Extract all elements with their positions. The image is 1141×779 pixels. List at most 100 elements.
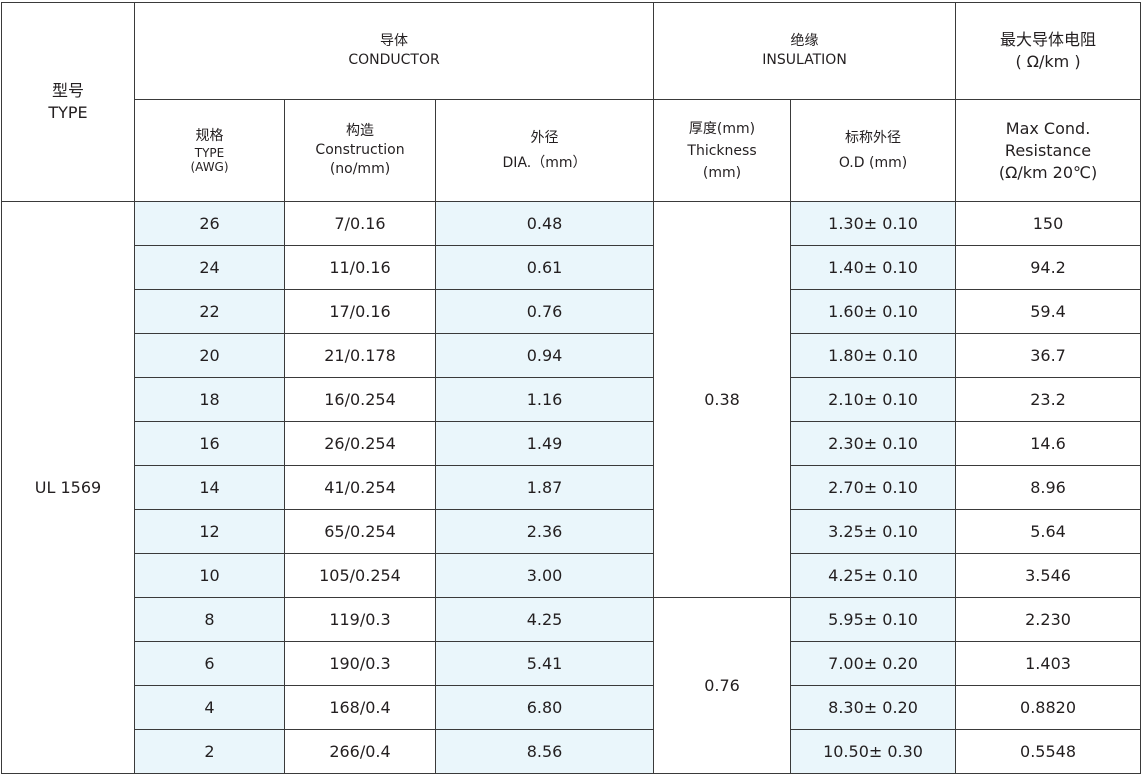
od-en: O.D (mm) <box>838 154 908 171</box>
header-type: 型号 TYPE <box>1 2 135 202</box>
od-cell: 3.25± 0.10 <box>790 509 957 554</box>
awg-cell: 26 <box>134 201 285 246</box>
od-cell: 1.40± 0.10 <box>790 245 957 290</box>
awg-cell: 10 <box>134 553 285 598</box>
resistance-cell: 150 <box>955 201 1141 246</box>
construction-cell: 119/0.3 <box>284 597 436 642</box>
construction-cell: 7/0.16 <box>284 201 436 246</box>
table-row: 18 16/0.254 1.16 2.10± 0.10 23.2 <box>2 377 1141 422</box>
od-cell: 4.25± 0.10 <box>790 553 957 598</box>
conductor-en: CONDUCTOR <box>348 52 440 68</box>
dia-cell: 1.16 <box>434 377 655 422</box>
construction-cell: 11/0.16 <box>284 245 436 290</box>
construction-cell: 65/0.254 <box>284 509 436 554</box>
thickness-unit: (mm) <box>702 164 742 181</box>
table-row: 22 17/0.16 0.76 1.60± 0.10 59.4 <box>2 289 1141 334</box>
awg-en: TYPE <box>194 146 225 160</box>
construction-unit: (no/mm) <box>329 161 391 177</box>
header-awg: 规格 TYPE (AWG) <box>134 99 285 202</box>
awg-cell: 12 <box>134 509 285 554</box>
header-resistance: 最大导体电阻 ( Ω/km ) <box>955 2 1141 100</box>
awg-cell: 8 <box>134 597 285 642</box>
dia-cell: 0.48 <box>434 201 655 246</box>
awg-cell: 16 <box>134 421 285 466</box>
od-cell: 2.30± 0.10 <box>790 421 957 466</box>
construction-cell: 168/0.4 <box>284 685 436 730</box>
type-en: TYPE <box>48 103 88 122</box>
awg-cell: 24 <box>134 245 285 290</box>
resistance-cell: 8.96 <box>955 465 1141 510</box>
table-row: 10 105/0.254 3.00 4.25± 0.10 3.546 <box>2 553 1141 598</box>
header-construction: 构造 Construction (no/mm) <box>284 99 436 202</box>
thickness-en: Thickness <box>687 142 757 159</box>
awg-cell: 4 <box>134 685 285 730</box>
od-cell: 2.70± 0.10 <box>790 465 957 510</box>
resistance-cell: 1.403 <box>955 641 1141 686</box>
awg-cn: 规格 <box>195 128 224 144</box>
awg-cell: 6 <box>134 641 285 686</box>
construction-cell: 16/0.254 <box>284 377 436 422</box>
resistance-cell: 59.4 <box>955 289 1141 334</box>
conductor-cn: 导体 <box>380 33 409 49</box>
construction-cell: 21/0.178 <box>284 333 436 378</box>
dia-cell: 5.41 <box>434 641 655 686</box>
od-cn: 标称外径 <box>845 129 902 146</box>
resistance-cn: 最大导体电阻 <box>1000 30 1097 49</box>
insulation-en: INSULATION <box>762 52 847 68</box>
dia-cell: 2.36 <box>434 509 655 554</box>
od-cell: 2.10± 0.10 <box>790 377 957 422</box>
construction-cell: 190/0.3 <box>284 641 436 686</box>
thickness-cn: 厚度(mm) <box>688 120 756 137</box>
resistance-cell: 36.7 <box>955 333 1141 378</box>
dia-cell: 6.80 <box>434 685 655 730</box>
table-row: 6 190/0.3 5.41 7.00± 0.20 1.403 <box>2 641 1141 686</box>
table-row: 24 11/0.16 0.61 1.40± 0.10 94.2 <box>2 245 1141 290</box>
dia-en: DIA.（mm） <box>502 154 587 171</box>
resistance-cell: 14.6 <box>955 421 1141 466</box>
table-row: 4 168/0.4 6.80 8.30± 0.20 0.8820 <box>2 685 1141 730</box>
construction-cell: 105/0.254 <box>284 553 436 598</box>
header-conductor: 导体 CONDUCTOR <box>133 2 655 100</box>
awg-unit: (AWG) <box>190 160 229 174</box>
thickness-cell: 0.76 <box>653 597 792 774</box>
construction-cell: 266/0.4 <box>284 729 436 774</box>
header-od: 标称外径 O.D (mm) <box>790 99 957 202</box>
resistance-cell: 23.2 <box>955 377 1141 422</box>
resistance-cell: 5.64 <box>955 509 1141 554</box>
res-en2: Resistance <box>1004 140 1092 160</box>
thickness-cell: 0.38 <box>653 201 792 598</box>
header-dia: 外径 DIA.（mm） <box>434 99 655 202</box>
awg-cell: 14 <box>134 465 285 510</box>
dia-cell: 0.61 <box>434 245 655 290</box>
dia-cell: 8.56 <box>434 729 655 774</box>
dia-cell: 1.87 <box>434 465 655 510</box>
od-cell: 1.80± 0.10 <box>790 333 957 378</box>
awg-cell: 2 <box>134 729 285 774</box>
construction-cell: 41/0.254 <box>284 465 436 510</box>
table-row: 16 26/0.254 1.49 2.30± 0.10 14.6 <box>2 421 1141 466</box>
od-cell: 1.60± 0.10 <box>790 289 957 334</box>
table-row: UL 1569 26 7/0.16 0.48 0.38 1.30± 0.10 150 <box>1 201 1141 774</box>
resistance-cell: 3.546 <box>955 553 1141 598</box>
res-en3: (Ω/km 20℃) <box>998 162 1098 182</box>
dia-cell: 4.25 <box>434 597 655 642</box>
table-row: 2 266/0.4 8.56 10.50± 0.30 0.5548 <box>2 729 1141 774</box>
awg-cell: 20 <box>134 333 285 378</box>
od-cell: 10.50± 0.30 <box>790 729 957 774</box>
dia-cn: 外径 <box>530 129 559 146</box>
resistance-cell: 2.230 <box>955 597 1141 642</box>
type-cn: 型号 <box>51 81 84 100</box>
res-en1: Max Cond. <box>1005 118 1091 138</box>
awg-cell: 22 <box>134 289 285 334</box>
model-cell: UL 1569 <box>1 201 135 774</box>
dia-cell: 1.49 <box>434 421 655 466</box>
awg-cell: 18 <box>134 377 285 422</box>
dia-cell: 0.76 <box>434 289 655 334</box>
resistance-cell: 94.2 <box>955 245 1141 290</box>
construction-cell: 26/0.254 <box>284 421 436 466</box>
table-row: 14 41/0.254 1.87 2.70± 0.10 8.96 <box>2 465 1141 510</box>
resistance-cell: 0.8820 <box>955 685 1141 730</box>
dia-cell: 3.00 <box>434 553 655 598</box>
header-res-en: Max Cond. Resistance (Ω/km 20℃) <box>955 99 1141 202</box>
